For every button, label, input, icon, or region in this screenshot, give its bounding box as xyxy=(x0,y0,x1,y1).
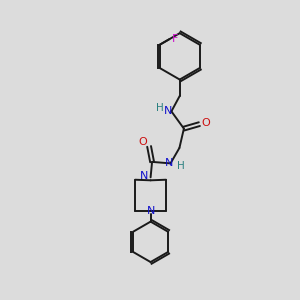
Text: F: F xyxy=(172,34,178,44)
Text: H: H xyxy=(156,103,164,113)
Text: N: N xyxy=(146,206,155,216)
Text: N: N xyxy=(165,158,173,168)
Text: N: N xyxy=(140,171,148,181)
Text: N: N xyxy=(164,106,172,116)
Text: H: H xyxy=(177,161,185,171)
Text: O: O xyxy=(201,118,210,128)
Text: O: O xyxy=(138,137,147,147)
